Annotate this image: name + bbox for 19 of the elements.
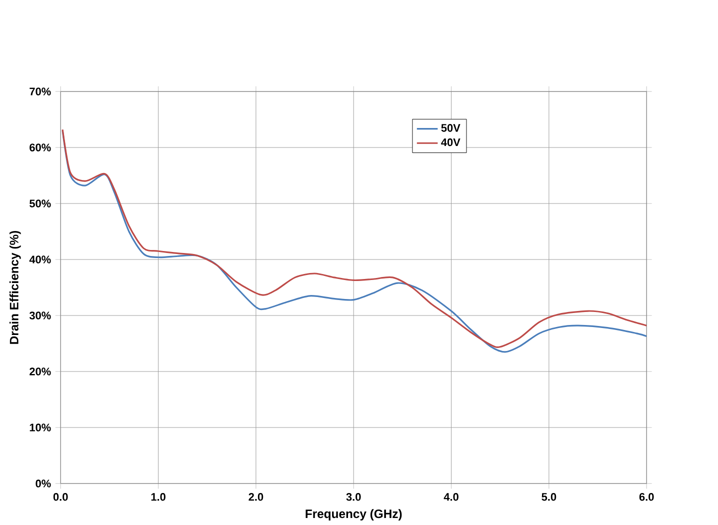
y-tick-label: 10%: [30, 424, 51, 432]
x-tick-label: 3.0: [346, 493, 361, 501]
x-tick-label: 5.0: [542, 493, 556, 501]
y-tick-label: 30%: [29, 312, 51, 320]
y-tick-label: 0%: [36, 480, 51, 488]
y-axis-title: Drain Efficiency (%): [9, 231, 21, 344]
y-tick-label: 70%: [30, 88, 51, 96]
y-tick-label: 50%: [30, 200, 51, 208]
y-tick-label: 20%: [30, 368, 51, 376]
x-axis-title: Frequency (GHz): [306, 509, 402, 521]
y-tick-label: 60%: [30, 144, 51, 152]
legend-label: 40V: [441, 138, 460, 146]
x-tick-label: 2.0: [248, 493, 264, 501]
x-tick-label: 1.0: [151, 493, 166, 501]
x-tick-label: 4.0: [444, 493, 458, 501]
x-tick-label: 6.0: [639, 493, 654, 501]
y-tick-label: 40%: [29, 256, 51, 264]
x-tick-label: 0.0: [53, 493, 68, 501]
legend-label: 50V: [441, 124, 460, 132]
